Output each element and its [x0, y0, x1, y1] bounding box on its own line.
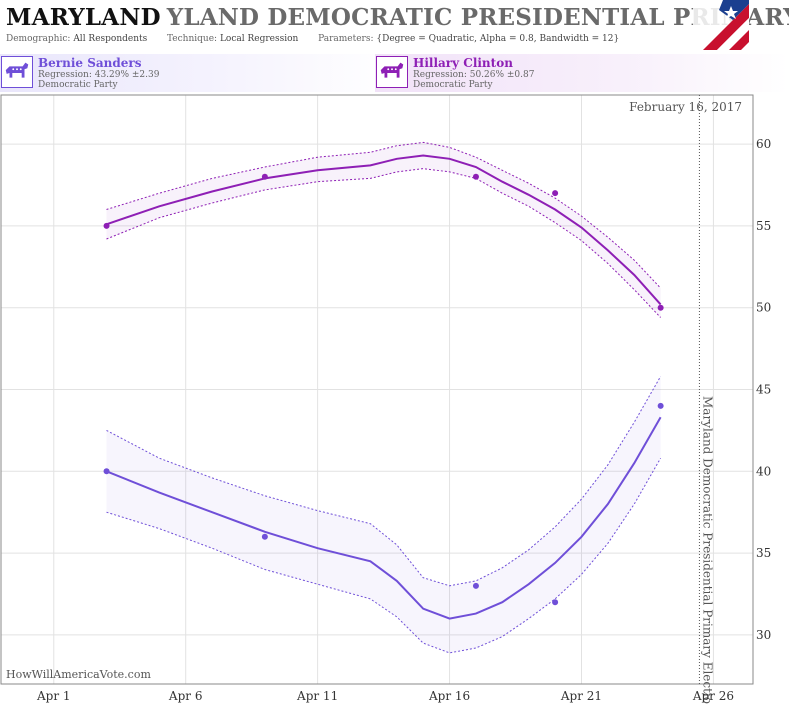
- x-tick-label: Apr 26: [692, 689, 734, 703]
- y-tick-label: 30: [756, 628, 771, 642]
- demographic-value: All Respondents: [73, 34, 148, 44]
- title-state: MARYLAND: [6, 4, 161, 31]
- grid: [1, 95, 753, 684]
- x-axis: Apr 1 Apr 6 Apr 11 Apr 16 Apr 21 Apr 26: [36, 689, 734, 703]
- candidate-regression: Regression: 50.26% ±0.87: [413, 70, 535, 80]
- y-tick-label: 40: [756, 464, 771, 478]
- data-point: [552, 599, 559, 606]
- series-bernie-sanders: [103, 376, 664, 654]
- parameters-value: {Degree = Quadratic, Alpha = 0.8, Bandwi…: [376, 34, 620, 44]
- upper-bound-line: [106, 376, 662, 587]
- regression-line: [106, 416, 662, 620]
- donkey-icon: [376, 56, 408, 88]
- y-tick-label: 55: [756, 219, 771, 233]
- data-point: [657, 402, 664, 409]
- y-tick-label: 45: [756, 383, 771, 397]
- data-point: [103, 222, 110, 229]
- x-tick-label: Apr 21: [560, 689, 602, 703]
- series-hillary-clinton: [103, 141, 664, 318]
- x-tick-label: Apr 16: [428, 689, 470, 703]
- title-election: YLAND DEMOCRATIC PRESIDENTIAL PRIMARY 20…: [166, 4, 789, 31]
- y-tick-label: 35: [756, 546, 771, 560]
- confidence-band: [106, 376, 661, 653]
- candidate-party: Democratic Party: [413, 80, 493, 90]
- technique-value: Local Regression: [219, 34, 299, 44]
- donkey-icon: [1, 56, 33, 88]
- election-day-label: Maryland Democratic Presidential Primary…: [700, 396, 714, 704]
- candidate-card-sanders: Bernie Sanders Regression: 43.29% ±2.39 …: [0, 54, 395, 92]
- x-tick-label: Apr 1: [36, 689, 71, 703]
- x-tick-label: Apr 6: [168, 689, 203, 703]
- flag-logo-icon: [693, 0, 749, 50]
- data-point: [103, 468, 110, 475]
- data-point: [552, 190, 559, 197]
- y-tick-label: 50: [756, 301, 771, 315]
- parameters-label: Parameters:: [318, 34, 374, 44]
- plot-frame: [0, 94, 754, 685]
- candidate-name: Bernie Sanders: [38, 56, 142, 70]
- confidence-band: [106, 142, 661, 318]
- watermark: HowWillAmericaVote.com: [6, 668, 151, 681]
- series-layer: [103, 141, 664, 654]
- data-point: [261, 173, 268, 180]
- data-point: [472, 173, 479, 180]
- chart-date-label: February 16, 2017: [629, 100, 742, 114]
- y-tick-label: 60: [756, 137, 771, 151]
- lower-bound-line: [106, 457, 662, 654]
- regression-chart: Maryland Democratic Presidential Primary…: [0, 94, 771, 704]
- candidate-regression: Regression: 43.29% ±2.39: [38, 70, 160, 80]
- technique-label: Technique:: [167, 34, 218, 44]
- event-marker: Maryland Democratic Presidential Primary…: [698, 95, 714, 704]
- parameters-row: Demographic: All Respondents Technique: …: [6, 34, 619, 44]
- x-tick-label: Apr 11: [296, 689, 338, 703]
- candidate-name: Hillary Clinton: [413, 56, 513, 70]
- demographic-label: Demographic:: [6, 34, 71, 44]
- candidate-card-clinton: Hillary Clinton Regression: 50.26% ±0.87…: [375, 54, 789, 92]
- regression-line: [106, 154, 662, 306]
- candidate-party: Democratic Party: [38, 80, 118, 90]
- data-point: [261, 533, 268, 540]
- data-point: [472, 582, 479, 589]
- data-point: [657, 304, 664, 311]
- y-axis: 30 35 40 45 50 55 60: [756, 137, 771, 642]
- lower-bound-line: [106, 168, 661, 318]
